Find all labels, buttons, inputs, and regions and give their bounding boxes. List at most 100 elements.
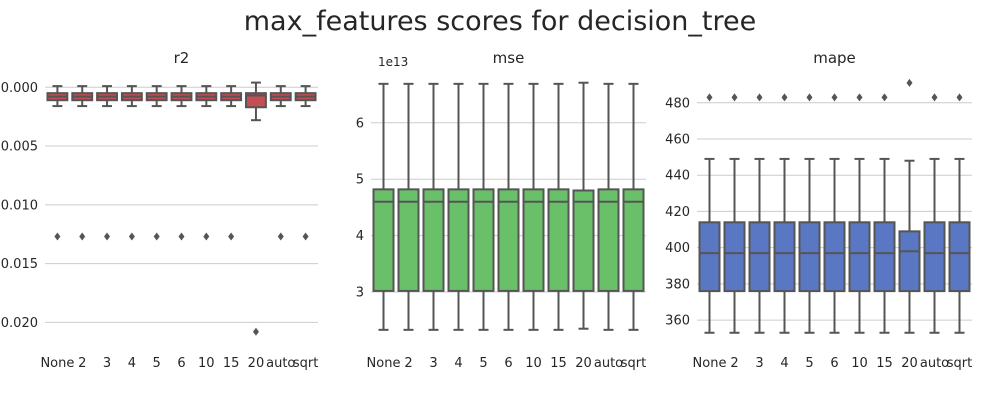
subplot-title: mse [493,49,525,67]
box-10 [848,93,871,334]
box-5 [145,85,168,241]
x-tick-label: 5 [805,356,813,371]
box-iqr [748,221,771,293]
box-15 [547,82,570,331]
box-None [372,82,395,331]
box-None [46,85,69,241]
outlier-marker [781,93,788,102]
box-iqr [848,221,871,293]
y-tick-label: 480 [665,96,690,111]
box-iqr [372,188,395,292]
box-iqr [698,221,721,293]
y-tick-label: 380 [665,277,690,292]
figure-title: max_features scores for decision_tree [244,6,756,37]
box-iqr [597,188,620,292]
outlier-marker [228,232,235,241]
box-20 [898,78,921,334]
box-4 [447,82,470,331]
y-offset-label: 1e13 [378,55,408,69]
box-3 [422,82,445,331]
box-6 [497,82,520,331]
box-auto [269,85,292,241]
y-tick-label: 0.010 [1,198,38,213]
x-tick-label: 5 [153,356,161,371]
box-2 [71,85,94,241]
outlier-marker [252,327,259,336]
x-tick-label: 10 [198,356,215,371]
box-6 [823,93,846,334]
y-tick-label: 420 [665,205,690,220]
box-iqr [245,92,267,109]
box-3 [748,93,771,334]
box-4 [773,93,796,334]
box-iqr [622,188,645,292]
box-6 [170,85,193,241]
y-tick-label: 460 [665,133,690,148]
box-auto [597,82,620,331]
box-iqr [873,221,896,293]
subplot-mape: mape 360 380 400 420 440 460 480 None 2 3 4 5 6 10 15 20… [665,49,972,371]
y-tick-label: 360 [665,314,690,329]
y-tick-label: 3 [356,286,364,301]
x-tick-label: sqrt [621,356,646,371]
y-tick-label: 5 [356,173,364,188]
outlier-marker [178,232,185,241]
x-tick-label: None [367,356,401,371]
outlier-marker [277,232,284,241]
y-tick-label: 0.015 [1,257,38,272]
box-iqr [923,221,946,293]
box-3 [96,85,118,241]
outlier-marker [881,93,888,102]
box-iqr [497,188,520,292]
outlier-marker [906,78,913,87]
outlier-marker [104,232,111,241]
box-5 [798,93,821,334]
outlier-marker [956,93,963,102]
x-tick-label: 20 [248,356,265,371]
x-tick-label: 6 [177,356,185,371]
box-iqr [823,221,846,293]
x-tick-label: None [40,356,74,371]
y-tick-label: 4 [356,229,364,244]
x-tick-label: 6 [504,356,512,371]
box-10 [195,85,218,241]
x-tick-label: 5 [479,356,487,371]
outlier-marker [806,93,813,102]
box-sqrt [948,93,971,334]
x-tick-label: 2 [404,356,412,371]
box-iqr [948,221,971,293]
outlier-marker [153,232,160,241]
x-tick-label: 4 [128,356,136,371]
x-tick-label: 15 [550,356,567,371]
x-tick-label: 2 [730,356,738,371]
subplot-title: r2 [174,49,190,67]
x-tick-label: sqrt [293,356,318,371]
y-tick-label: 0.020 [1,316,38,331]
outlier-marker [856,93,863,102]
x-tick-label: 10 [851,356,868,371]
x-tick-label: None [693,356,727,371]
outlier-marker [302,232,309,241]
box-iqr [898,230,921,293]
box-None [698,93,721,334]
outlier-marker [931,93,938,102]
box-20 [245,81,267,336]
outlier-marker [203,232,210,241]
box-iqr [522,188,545,292]
x-tick-label: 2 [78,356,86,371]
subplot-title: mape [813,49,856,67]
box-auto [923,93,946,334]
x-tick-label: 10 [525,356,542,371]
x-tick-label: 6 [830,356,838,371]
subplot-r2: r2 0.000 0.005 0.010 0.015 0.020 None 2 3 4 5 6 10 15… [1,49,319,371]
x-tick-label: auto [594,356,623,371]
x-tick-label: 3 [103,356,111,371]
x-tick-label: auto [266,356,295,371]
outlier-marker [128,232,135,241]
x-tick-label: 20 [575,356,592,371]
box-5 [472,82,495,331]
y-tick-label: 6 [356,116,364,131]
x-tick-label: sqrt [947,356,972,371]
x-tick-label: 3 [429,356,437,371]
